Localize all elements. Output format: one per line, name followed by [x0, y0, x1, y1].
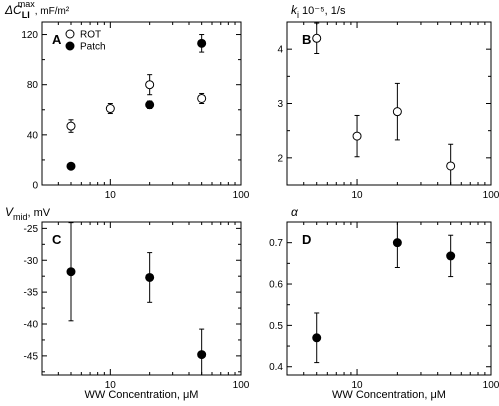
y-tick-label: 0.7: [269, 238, 283, 249]
y-tick-label: 120: [21, 30, 38, 41]
y-tick-label: 2: [277, 153, 283, 164]
x-tick-label: 10: [105, 190, 117, 201]
data-point: [145, 80, 155, 90]
plot-frame: [286, 221, 492, 376]
x-tick-label: 10: [351, 190, 363, 201]
x-tick-label: 100: [233, 380, 250, 391]
panel-b: 2 3 4 10 100 Bki 10⁻⁵, 1/s: [277, 3, 499, 201]
legend-label: ROT: [80, 30, 101, 41]
data-point: [312, 33, 322, 43]
y-tick-label: 3: [277, 99, 283, 110]
legend-marker: [65, 41, 75, 51]
y-axis-label: ΔCLImax, mF/m²: [4, 0, 70, 20]
series-0: [312, 22, 456, 185]
y-tick-label: -35: [24, 288, 39, 299]
x-tick-label: 100: [233, 190, 250, 201]
y-tick-label: -40: [24, 320, 39, 331]
series-rot: [66, 74, 207, 133]
y-tick-label: -45: [24, 351, 39, 362]
y-tick-label: 4: [277, 45, 283, 56]
plot-frame: [286, 21, 492, 186]
plot-frame: [41, 221, 242, 376]
x-tick-label: 100: [483, 380, 499, 391]
legend-label: Patch: [80, 42, 106, 53]
x-axis-label: WW Concentration, μM: [332, 389, 446, 401]
panel-letter: B: [302, 32, 311, 47]
data-point: [66, 121, 76, 131]
y-axis-label: Vmid, mV: [5, 205, 51, 222]
series-patch: [66, 34, 207, 171]
panel-letter: A: [52, 32, 62, 47]
y-tick-label: 0.5: [269, 321, 283, 332]
data-point: [446, 251, 456, 261]
data-point: [105, 104, 115, 114]
legend-marker: [65, 29, 75, 39]
y-tick-label: -30: [24, 256, 39, 267]
data-point: [66, 161, 76, 171]
y-tick-label: -25: [24, 224, 39, 235]
y-axis-label: ki 10⁻⁵, 1/s: [291, 3, 346, 20]
plot-frame: [41, 21, 242, 186]
data-point: [197, 38, 207, 48]
data-point: [66, 267, 76, 277]
series-0: [66, 222, 207, 375]
x-tick-label: 10: [105, 380, 117, 391]
data-point: [145, 272, 155, 282]
panel-letter: C: [52, 232, 62, 247]
x-axis-label: WW Concentration, μM: [85, 389, 199, 401]
data-point: [312, 333, 322, 343]
y-tick-label: 0: [32, 181, 38, 192]
data-point: [352, 131, 362, 141]
x-tick-label: 100: [483, 190, 499, 201]
data-point: [392, 238, 402, 248]
data-point: [197, 350, 207, 360]
y-tick-label: 80: [27, 80, 39, 91]
x-tick-label: 10: [351, 380, 363, 391]
y-tick-label: 0.4: [269, 362, 283, 373]
y-axis-label: α: [291, 205, 299, 219]
panel-d: 0.4 0.5 0.6 0.7 10 100 Dα WW Concentration, μM: [269, 205, 499, 401]
data-point: [392, 107, 402, 117]
series-0: [312, 222, 456, 364]
y-tick-label: 40: [27, 130, 39, 141]
y-tick-label: 0.6: [269, 280, 283, 291]
data-point: [145, 100, 155, 110]
data-point: [197, 93, 207, 103]
panel-letter: D: [302, 232, 311, 247]
data-point: [446, 161, 456, 171]
